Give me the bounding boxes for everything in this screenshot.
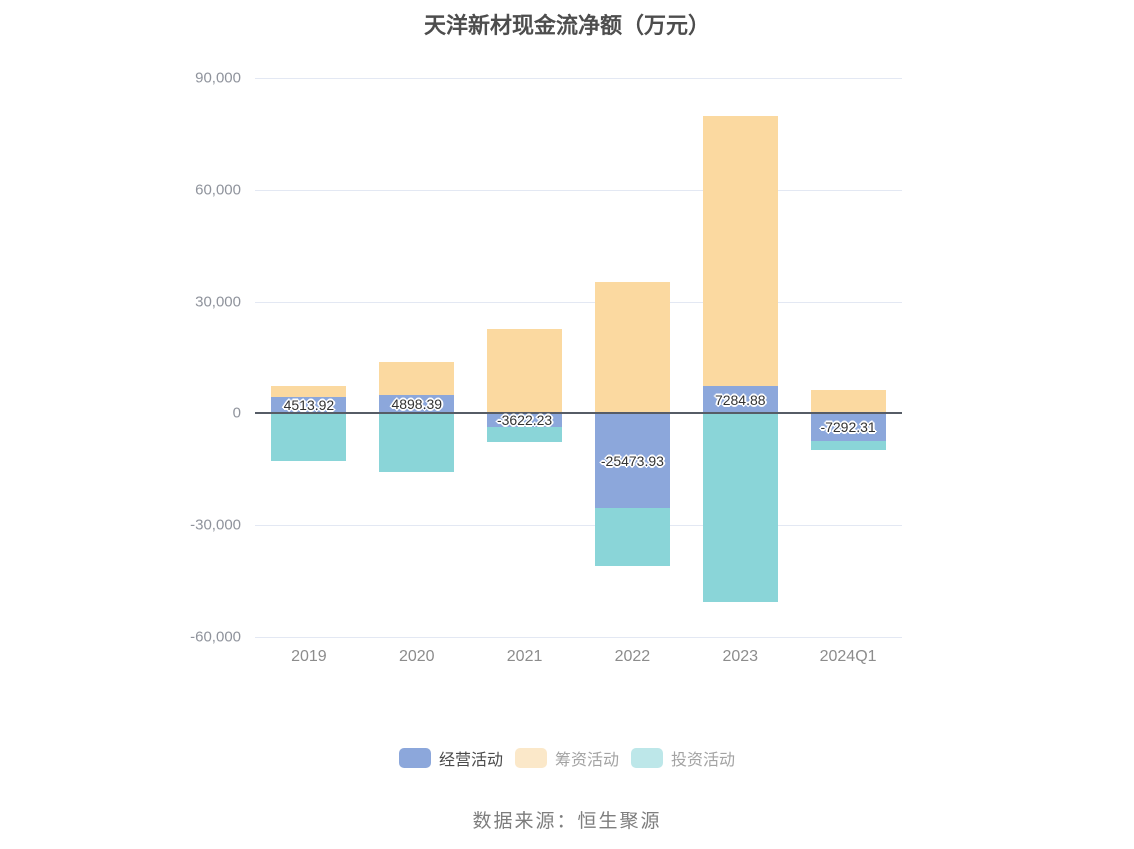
y-tick-label: -30,000 (190, 516, 241, 534)
legend-swatch-operating (398, 748, 431, 768)
x-axis-label-2023: 2023 (722, 648, 759, 665)
bar-segment-investing-2020[interactable] (379, 413, 455, 472)
bar-segment-financing-2022[interactable] (594, 282, 670, 414)
gridline (255, 189, 902, 191)
bar-segment-investing-2021[interactable] (487, 426, 563, 443)
legend-swatch-financing (514, 748, 547, 768)
y-tick-label: -60,000 (190, 628, 241, 646)
data-label-2022: -25473.93 (600, 452, 664, 469)
legend-item-operating[interactable]: 经营活动 (398, 746, 503, 770)
gridline (255, 637, 902, 638)
legend-item-financing[interactable]: 筹资活动 (514, 746, 619, 770)
gridline (255, 525, 902, 527)
legend: 经营活动 筹资活动 投资活动 (0, 746, 1134, 770)
bar-segment-financing-2023[interactable] (702, 116, 778, 387)
y-tick-label: 90,000 (195, 69, 241, 87)
bar-segment-operating-2024Q1[interactable] (810, 413, 886, 441)
legend-swatch-investing (631, 748, 663, 768)
data-label-2023: 7284.88 (714, 391, 766, 408)
data-label-2024Q1: -7292.31 (820, 418, 876, 435)
bar-segment-investing-2023[interactable] (702, 413, 778, 602)
gridline (255, 78, 902, 79)
y-tick-label: 30,000 (195, 293, 241, 311)
data-label-2021: -3622.23 (496, 412, 553, 429)
x-axis-label-2024Q1: 2024Q1 (819, 648, 877, 665)
data-label-2020: 4898.39 (391, 396, 443, 413)
gridline (255, 301, 902, 303)
legend-label-operating: 经营活动 (438, 752, 503, 769)
bar-segment-investing-2019[interactable] (271, 413, 347, 462)
bar-segment-operating-2019[interactable] (271, 396, 347, 414)
legend-item-investing[interactable]: 投资活动 (631, 746, 735, 770)
data-source: 数据来源：恒生聚源 (472, 811, 662, 832)
x-axis-label-2019: 2019 (291, 648, 327, 665)
bar-segment-investing-2022[interactable] (594, 508, 670, 567)
bar-segment-operating-2022[interactable] (594, 413, 670, 509)
x-axis-label-2020: 2020 (398, 648, 435, 665)
data-label-2019: 4513.92 (283, 396, 335, 413)
legend-label-investing: 投资活动 (671, 752, 736, 769)
bar-segment-financing-2024Q1[interactable] (810, 390, 886, 414)
bar-segment-investing-2024Q1[interactable] (810, 440, 886, 450)
bar-segment-financing-2021[interactable] (487, 328, 563, 414)
plot-area: 90,000 60,000 30,000 0 -30,000 -60,000 4513.92… (190, 70, 902, 665)
zero-axis-line (255, 412, 902, 415)
bar-segment-financing-2019[interactable] (271, 386, 347, 397)
bar-segment-operating-2023[interactable] (702, 386, 778, 414)
y-tick-label: 60,000 (195, 181, 241, 199)
chart-title: 天洋新材现金流净额（万元） (423, 13, 710, 38)
x-axis-label-2021: 2021 (506, 648, 543, 665)
legend-label-financing: 筹资活动 (554, 752, 619, 769)
bar-segment-financing-2020[interactable] (379, 361, 455, 396)
x-axis-label-2022: 2022 (614, 648, 651, 665)
bar-segment-operating-2021[interactable] (487, 413, 563, 427)
bar-segment-operating-2020[interactable] (379, 395, 455, 414)
y-tick-label: 0 (232, 404, 241, 422)
